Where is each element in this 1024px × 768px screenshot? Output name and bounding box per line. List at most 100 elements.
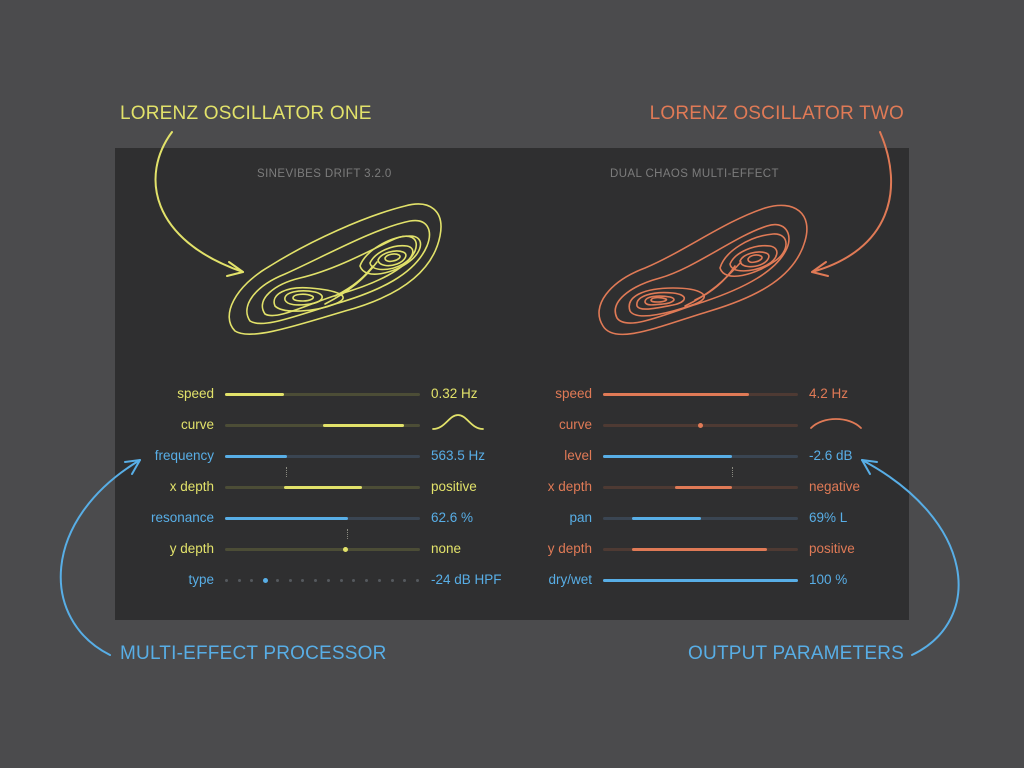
x-depth-center-marker <box>286 467 288 477</box>
type-step-dot[interactable] <box>326 579 330 582</box>
x-depth-two-slider[interactable] <box>603 486 798 489</box>
type-step-dot[interactable] <box>416 579 419 582</box>
dry-wet-label: dry/wet <box>548 572 592 587</box>
x-depth-two-label: x depth <box>547 479 592 494</box>
pan-slider-fill <box>632 517 701 520</box>
x-depth-two-center-marker <box>732 467 734 477</box>
lorenz-attractor-one-display <box>215 196 451 356</box>
frequency-slider[interactable] <box>225 455 420 458</box>
curve-slider[interactable] <box>225 424 420 427</box>
param-row-dry-wet: dry/wet 100 % <box>493 570 893 590</box>
curve-two-label: curve <box>558 417 592 432</box>
speed-two-label: speed <box>555 386 592 401</box>
resonance-value: 62.6 % <box>431 510 474 525</box>
speed-two-slider[interactable] <box>603 393 798 396</box>
curve-two-slider-handle[interactable] <box>698 423 703 428</box>
type-step-selector[interactable] <box>225 578 420 584</box>
resonance-slider[interactable] <box>225 517 420 520</box>
arrow-multi-effect-icon <box>59 459 141 656</box>
curve-two-slider[interactable] <box>603 423 798 428</box>
y-depth-two-label: y depth <box>547 541 592 556</box>
pan-label: pan <box>569 510 592 525</box>
x-depth-label: x depth <box>169 479 214 494</box>
type-step-dot[interactable] <box>275 579 279 582</box>
param-row-y-depth-two: y depth positive <box>493 539 893 559</box>
param-row-speed: speed 0.32 Hz <box>115 384 515 404</box>
callout-multi-effect-processor: MULTI-EFFECT PROCESSOR <box>120 643 387 664</box>
y-depth-two-slider[interactable] <box>603 548 798 551</box>
speed-value: 0.32 Hz <box>431 386 478 401</box>
speed-slider[interactable] <box>225 393 420 396</box>
param-row-x-depth-two: x depth negative <box>493 477 893 497</box>
x-depth-two-value: negative <box>809 479 861 494</box>
speed-two-slider-fill <box>603 393 750 396</box>
level-slider-fill <box>603 455 732 458</box>
arrow-osc-one-icon <box>154 131 244 277</box>
pan-value: 69% L <box>809 510 848 525</box>
type-step-dot[interactable] <box>237 579 241 582</box>
type-value: -24 dB HPF <box>431 572 502 587</box>
resonance-label: resonance <box>150 510 214 525</box>
type-label: type <box>188 572 214 587</box>
bell-curve-icon <box>431 412 485 432</box>
type-step-dot[interactable] <box>263 578 269 583</box>
type-step-dot[interactable] <box>390 579 394 582</box>
param-row-type: type -24 dB HPF <box>115 570 515 590</box>
curve-label: curve <box>180 417 214 432</box>
plugin-panel: SINEVIBES DRIFT 3.2.0 DUAL CHAOS MULTI-E… <box>115 148 909 620</box>
type-step-dot[interactable] <box>339 579 343 582</box>
param-row-level: level -2.6 dB <box>493 446 893 466</box>
param-row-curve: curve <box>115 412 515 435</box>
param-row-speed-two: speed 4.2 Hz <box>493 384 893 404</box>
type-step-dot[interactable] <box>288 579 292 582</box>
lorenz-attractor-two-display <box>585 196 821 356</box>
speed-two-value: 4.2 Hz <box>809 386 849 401</box>
param-row-x-depth: x depth positive <box>115 477 515 497</box>
y-depth-slider[interactable] <box>225 547 420 552</box>
level-slider[interactable] <box>603 455 798 458</box>
arc-curve-icon <box>809 412 863 432</box>
param-row-frequency: frequency 563.5 Hz <box>115 446 515 466</box>
dry-wet-slider-fill <box>603 579 798 582</box>
y-depth-slider-handle[interactable] <box>343 547 349 552</box>
y-depth-two-value: positive <box>809 541 855 556</box>
frequency-slider-fill <box>225 455 288 458</box>
callout-output-parameters: OUTPUT PARAMETERS <box>688 643 904 664</box>
callout-lorenz-oscillator-two: LORENZ OSCILLATOR TWO <box>649 103 904 124</box>
pan-slider[interactable] <box>603 517 798 520</box>
callout-lorenz-oscillator-one: LORENZ OSCILLATOR ONE <box>120 103 372 124</box>
dry-wet-slider[interactable] <box>603 579 798 582</box>
resonance-slider-fill <box>225 517 348 520</box>
x-depth-slider-fill <box>283 486 362 489</box>
y-depth-center-marker <box>347 529 349 539</box>
y-depth-value: none <box>431 541 462 556</box>
x-depth-slider[interactable] <box>225 486 420 489</box>
type-step-dot[interactable] <box>225 579 228 582</box>
arrow-osc-two-icon <box>811 131 893 277</box>
plugin-subtitle-label: DUAL CHAOS MULTI-EFFECT <box>610 168 779 180</box>
param-row-y-depth: y depth none <box>115 539 515 559</box>
type-step-dot[interactable] <box>301 579 305 582</box>
type-step-dot[interactable] <box>365 579 369 582</box>
speed-label: speed <box>177 386 214 401</box>
frequency-label: frequency <box>154 448 214 463</box>
arrow-output-icon <box>861 459 960 656</box>
type-step-dot[interactable] <box>352 579 356 582</box>
param-row-curve-two: curve <box>493 415 893 435</box>
frequency-value: 563.5 Hz <box>431 448 486 463</box>
type-step-dot[interactable] <box>403 579 407 582</box>
speed-slider-fill <box>225 393 284 396</box>
y-depth-two-slider-fill <box>632 548 767 551</box>
y-depth-label: y depth <box>169 541 214 556</box>
type-step-dot[interactable] <box>377 579 381 582</box>
curve-slider-fill <box>322 424 405 427</box>
x-depth-value: positive <box>431 479 477 494</box>
level-label: level <box>564 448 592 463</box>
type-step-dot[interactable] <box>314 579 318 582</box>
param-row-resonance: resonance 62.6 % <box>115 508 515 528</box>
level-value: -2.6 dB <box>809 448 853 463</box>
dry-wet-value: 100 % <box>809 572 848 587</box>
x-depth-two-slider-fill <box>675 486 732 489</box>
type-step-dot[interactable] <box>250 579 254 582</box>
